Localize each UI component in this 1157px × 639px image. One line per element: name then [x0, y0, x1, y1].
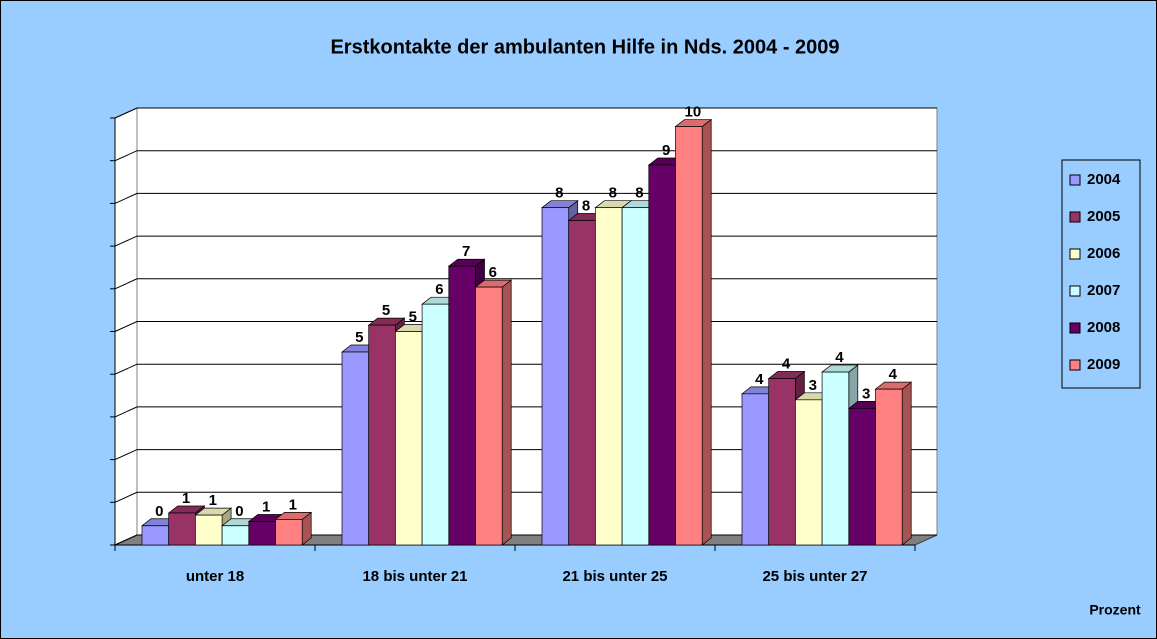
data-label: 5: [409, 308, 417, 325]
bar: [421, 303, 450, 546]
bar: [275, 519, 303, 546]
legend-label: 2006: [1087, 245, 1120, 262]
legend-label: 2007: [1087, 282, 1120, 299]
bar: [821, 371, 850, 546]
bar: [475, 286, 503, 546]
data-label: 8: [582, 197, 590, 214]
data-label: 3: [809, 377, 817, 394]
data-label: 8: [555, 185, 563, 202]
bar: [141, 525, 170, 546]
data-label: 8: [609, 185, 617, 202]
data-label: 4: [889, 366, 898, 383]
bar: [221, 525, 250, 546]
data-label: 4: [755, 371, 764, 388]
data-label: 3: [862, 385, 870, 402]
data-label: 9: [662, 142, 670, 159]
bar: [248, 521, 276, 546]
bar: [541, 207, 570, 546]
axis-label: Prozent: [1089, 602, 1141, 618]
legend-label: 2005: [1087, 208, 1120, 225]
x-tick-label: 18 bis unter 21: [362, 568, 467, 585]
bar: [675, 126, 703, 546]
bar: [875, 388, 903, 546]
data-label: 1: [289, 496, 297, 513]
data-label: 6: [435, 281, 443, 298]
legend-swatch: [1069, 359, 1081, 371]
bar: [341, 351, 370, 546]
data-label: 0: [155, 503, 163, 520]
data-label: 7: [462, 243, 470, 260]
bar: [741, 393, 770, 546]
data-label: 8: [635, 185, 643, 202]
bar: [395, 331, 423, 546]
x-tick-label: 25 bis unter 27: [762, 568, 867, 585]
legend-label: 2009: [1087, 356, 1120, 373]
legend-swatch: [1069, 322, 1081, 334]
data-label: 1: [182, 490, 190, 507]
data-label: 1: [209, 492, 217, 509]
data-label: 5: [382, 302, 390, 319]
data-label: 4: [782, 355, 791, 372]
bar: [168, 512, 196, 546]
bar: [795, 399, 823, 546]
bar-side: [701, 118, 712, 546]
legend-swatch: [1069, 285, 1081, 297]
bar: [595, 207, 623, 546]
legend-swatch: [1069, 174, 1081, 186]
bar: [368, 324, 396, 546]
chart-title: Erstkontakte der ambulanten Hilfe in Nds…: [330, 36, 839, 58]
legend-swatch: [1069, 248, 1081, 260]
data-label: 4: [835, 349, 844, 366]
data-label: 6: [489, 264, 497, 281]
data-label: 5: [355, 329, 363, 346]
bar: [195, 514, 223, 546]
bar: [768, 378, 796, 546]
data-label: 1: [262, 498, 270, 515]
data-label: 0: [235, 503, 243, 520]
x-tick-label: 21 bis unter 25: [562, 568, 667, 585]
bar-side: [501, 279, 512, 546]
data-label: 10: [685, 104, 702, 121]
legend-box: [1061, 159, 1141, 389]
legend-swatch: [1069, 211, 1081, 223]
x-tick-label: unter 18: [186, 568, 244, 585]
grid-line: [114, 107, 937, 119]
legend-label: 2008: [1087, 319, 1120, 336]
bar: [648, 164, 676, 546]
bar: [568, 220, 596, 546]
legend-label: 2004: [1087, 171, 1121, 188]
bar: [621, 207, 650, 546]
bar-side: [901, 381, 912, 546]
grid-line: [114, 150, 937, 162]
bar: [848, 408, 876, 546]
bar: [448, 265, 476, 546]
